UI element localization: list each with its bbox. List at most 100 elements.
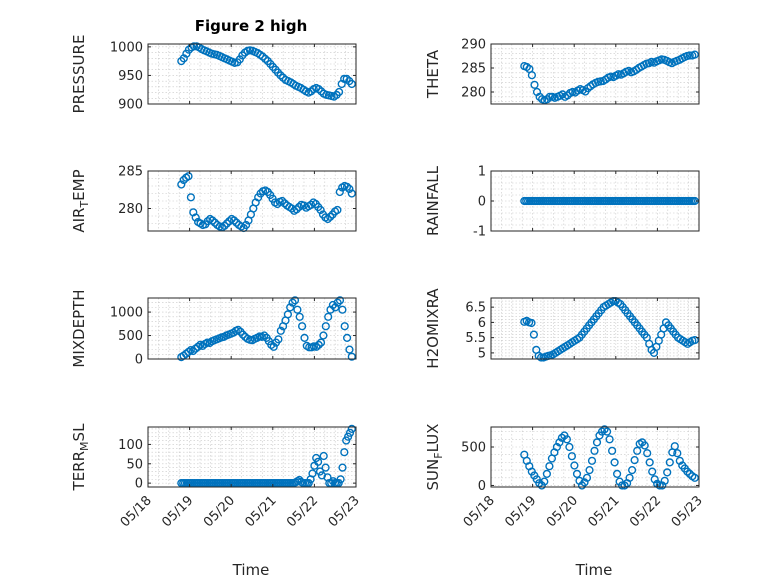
y-axis-label: H2OMIXRA (424, 288, 442, 369)
data-point (602, 427, 612, 436)
x-tick-label: 05/18 (461, 493, 498, 530)
data-point (587, 456, 597, 465)
data-point (590, 446, 599, 455)
y-axis-label: AIRTEMP (70, 169, 91, 232)
data-point (610, 458, 619, 467)
y-tick-label: 1 (478, 165, 486, 180)
data-point (314, 340, 323, 350)
data-point (347, 189, 356, 198)
subplot-sun-flux: 0 500 SUNFLUX 05/18 05/19 05/20 05/21 05/22 05/2… (424, 424, 706, 531)
data-point (290, 296, 300, 305)
data-point (617, 481, 627, 490)
data-point (342, 182, 352, 191)
y-tick-label: 50 (126, 457, 143, 472)
data-point (340, 322, 349, 331)
data-point (319, 331, 328, 340)
data-point (690, 473, 699, 482)
y-tick-label: 285 (461, 62, 486, 77)
data-point (565, 442, 574, 452)
data-point (585, 466, 594, 475)
data-point (605, 435, 614, 444)
y-tick-label: -1 (473, 225, 486, 240)
y-axis-label: MIXDEPTH (70, 289, 88, 367)
data-point (592, 438, 602, 447)
x-axis-label-right: Time (575, 561, 613, 579)
data-point (612, 469, 622, 479)
y-axis-label: TERRMSL (70, 423, 91, 492)
data-point (300, 333, 309, 343)
y-tick-label: 950 (118, 69, 143, 84)
data-point (345, 184, 354, 194)
subplot-theta: 280 285 290 THETA (424, 38, 700, 105)
axes-box (490, 426, 700, 488)
data-point (527, 71, 537, 80)
y-tick-label: 500 (118, 329, 143, 344)
x-tick-label: 05/20 (544, 493, 581, 530)
axes-box (147, 43, 357, 105)
data-point (683, 467, 692, 476)
y-axis-label: SUNFLUX (424, 424, 445, 491)
data-point (293, 305, 302, 314)
data-point (572, 469, 582, 479)
y-tick-label: 280 (118, 202, 143, 217)
data-point (184, 172, 193, 181)
y-tick-label: 280 (461, 86, 486, 101)
subplot-mixdepth: 0 500 1000 MIXDEPTH (70, 289, 357, 368)
data-point (276, 71, 285, 80)
data-point (314, 457, 323, 466)
subplot-h2omixra: 55.566.5 H2OMIXRA (424, 288, 700, 369)
x-tick-label: 05/19 (159, 493, 196, 530)
data-point (557, 433, 567, 442)
data-point (328, 300, 338, 310)
x-tick-label: 05/19 (502, 493, 539, 530)
data-point (193, 342, 203, 351)
data-point (685, 469, 694, 479)
x-axis-label-left: Time (232, 561, 270, 579)
data-point (189, 42, 199, 51)
x-tick-label: 05/21 (243, 493, 280, 530)
y-tick-label: 6 (478, 316, 486, 331)
data-point (673, 449, 682, 458)
data-point (344, 432, 353, 441)
y-tick-label: 6.5 (465, 301, 486, 316)
data-point (665, 458, 674, 467)
data-point (326, 305, 335, 314)
data-point (645, 458, 654, 467)
x-tick-label: 05/23 (669, 493, 706, 530)
data-point (321, 322, 330, 331)
data-point (340, 74, 349, 84)
data-point (333, 298, 342, 307)
figure-title: Figure 2 high (195, 17, 308, 35)
data-point (582, 473, 592, 482)
data-point (643, 449, 652, 458)
data-point (552, 442, 562, 452)
y-tick-label: 285 (118, 165, 143, 180)
axes-box (147, 170, 357, 232)
data-point (690, 336, 699, 345)
data-point (276, 326, 285, 335)
subplot-terr-msl: 0 50 100 TERRMSL 05/18 05/19 05/20 05/21 05/22 05… (70, 423, 363, 530)
data-point (191, 213, 200, 222)
data-point (269, 342, 278, 351)
y-axis-label: THETA (424, 49, 442, 99)
data-point (345, 428, 355, 437)
data-point (570, 461, 579, 470)
subplot-pressure: 900 950 1000 PRESSURE (70, 35, 357, 113)
data-point (182, 49, 191, 58)
data-point (580, 478, 589, 487)
data-point (335, 87, 344, 97)
data-point (347, 79, 356, 89)
data-point (298, 322, 307, 331)
x-tick-label: 05/22 (627, 493, 664, 530)
data-point (648, 467, 657, 476)
data-point (633, 446, 642, 455)
data-point (545, 92, 554, 101)
x-tick-label: 05/18 (118, 493, 155, 530)
y-tick-label: 0 (478, 479, 486, 494)
subplot-rainfall: -1 0 1 RAINFALL (424, 165, 700, 240)
y-tick-label: 900 (118, 98, 143, 113)
data-point (545, 462, 554, 471)
data-point (292, 205, 301, 214)
data-point (283, 310, 293, 319)
y-tick-label: 0 (135, 477, 143, 492)
